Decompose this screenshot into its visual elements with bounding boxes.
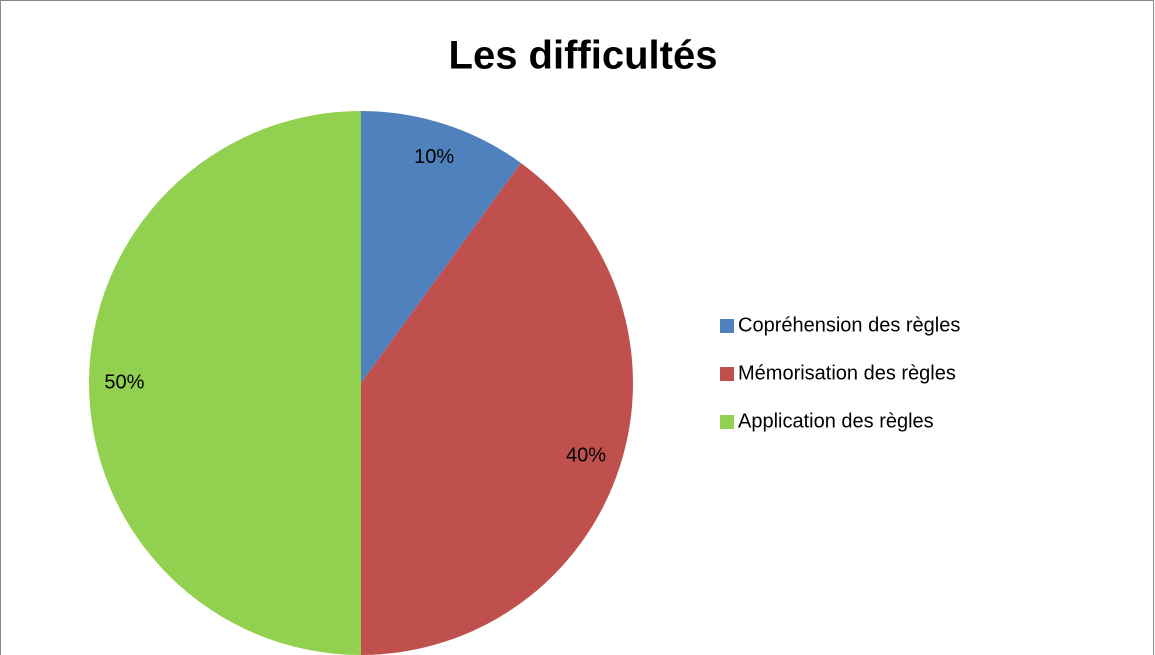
- data-label: 10%: [414, 146, 454, 168]
- legend-label: Copréhension des règles: [738, 314, 960, 336]
- pie-slice: [361, 162, 633, 655]
- legend-swatch: [720, 367, 734, 381]
- legend-swatch: [720, 319, 734, 333]
- legend-label: Application des règles: [738, 410, 934, 432]
- data-label: 50%: [104, 371, 144, 393]
- data-label: 40%: [566, 444, 606, 466]
- legend-label: Mémorisation des règles: [738, 362, 956, 384]
- legend-swatch: [720, 415, 734, 429]
- chart-title: Les difficultés: [449, 34, 718, 78]
- pie-slice: [361, 111, 521, 383]
- pie-slice: [89, 111, 361, 655]
